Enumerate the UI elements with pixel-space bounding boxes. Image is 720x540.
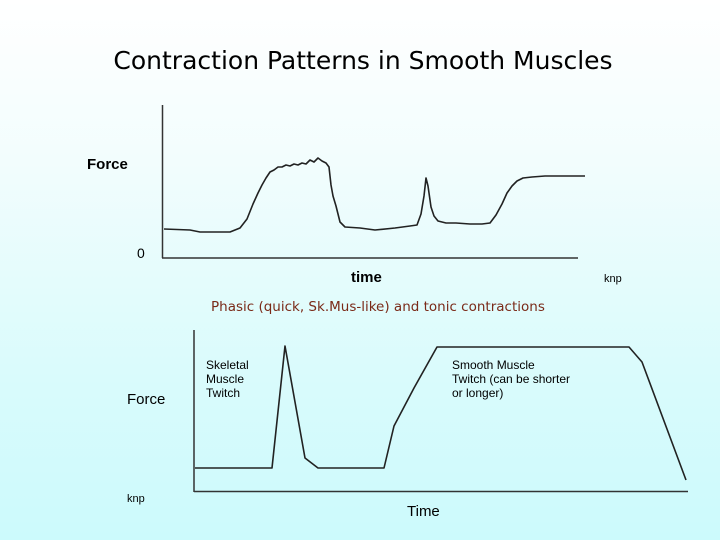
- skeletal-twitch-annotation: Skeletal Muscle Twitch: [206, 358, 249, 400]
- bottom-force-label: Force: [127, 391, 166, 408]
- bottom-force-trace: [195, 345, 687, 481]
- smooth-twitch-annotation: Smooth Muscle Twitch (can be shorter or …: [452, 358, 570, 400]
- bottom-time-label: Time: [407, 503, 440, 520]
- top-zero-label: 0: [137, 245, 145, 261]
- figure-caption: Phasic (quick, Sk.Mus-like) and tonic co…: [211, 299, 545, 315]
- slide-title: Contraction Patterns in Smooth Muscles: [113, 46, 613, 75]
- top-time-label: time: [351, 269, 382, 286]
- top-force-trace: [163, 157, 585, 233]
- top-credit-label: knp: [604, 273, 622, 285]
- annotation-line: Skeletal: [206, 358, 249, 372]
- annotation-line: Twitch (can be shorter: [452, 372, 571, 386]
- annotation-line: Twitch: [206, 386, 241, 400]
- annotation-line: Smooth Muscle: [452, 358, 535, 372]
- top-force-label: Force: [87, 156, 128, 173]
- annotation-line: Muscle: [206, 372, 245, 386]
- bottom-credit-label: knp: [127, 493, 145, 505]
- annotation-line: or longer): [452, 386, 504, 400]
